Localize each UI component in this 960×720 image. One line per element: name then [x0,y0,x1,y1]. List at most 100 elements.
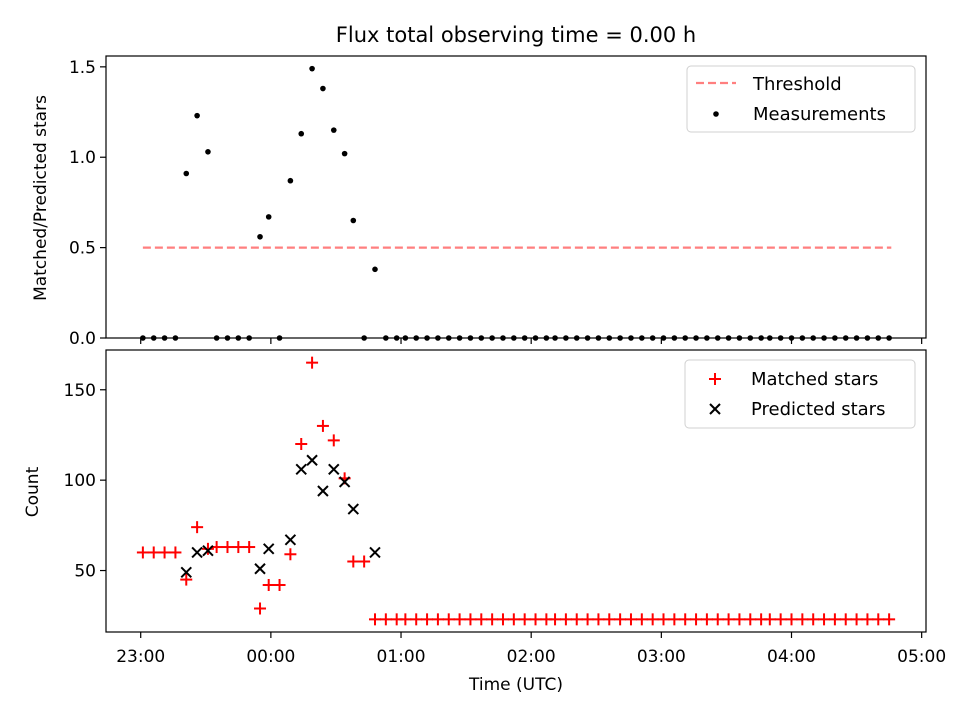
matched-stars-point [147,546,160,559]
matched-stars-point [442,613,455,626]
matched-stars-point [785,613,798,626]
predicted-stars-point [262,543,275,555]
predicted-stars-point [191,546,203,559]
matched-stars-point [262,579,275,591]
matched-stars-point [496,613,509,626]
matched-stars-point [763,613,776,626]
matched-stars-point [774,613,787,626]
x-axis: 23:00 00:00 01:00 02:00 03:00 04:00 05:00 [116,647,946,667]
matched-stars-point [861,613,874,626]
legend-measurements-label: Measurements [753,104,886,125]
measurement-point [287,177,294,184]
matched-stars-point [232,541,245,554]
matched-stars-point [358,555,371,568]
measurement-point [341,150,348,157]
predicted-stars-point [369,546,381,559]
matched-stars-point [603,613,616,626]
predicted-stars-point [306,454,318,466]
matched-stars-point [679,613,692,626]
matched-stars-point [273,579,286,591]
matched-stars-point [347,555,360,568]
matched-stars-point [883,613,896,626]
bottom-y-axis-label: Count [23,466,43,517]
figure-title: Flux total observing time = 0.00 h [336,23,696,47]
top-y-axis-label: Matched/Predicted stars [31,95,51,301]
matched-stars-point [668,613,681,626]
x-tick-label: 05:00 [897,647,946,667]
predicted-stars-point [180,566,192,579]
matched-stars-point [464,613,477,626]
matched-stars-point [635,613,648,626]
matched-stars-point [807,613,820,626]
predicted-stars-point [338,476,351,488]
x-tick-label: 04:00 [767,647,816,667]
predicted-stars-point [295,463,307,476]
top-axes-frame [105,55,927,339]
matched-stars-point [624,613,637,626]
predicted-stars-point [284,534,297,546]
y-tick-label: 150 [64,381,96,401]
matched-stars-point [581,613,594,626]
matched-stars-point [850,613,863,626]
matched-stars-point [486,613,499,626]
matched-stars-point [158,546,171,559]
matched-stars-point [136,546,149,559]
matched-stars-point [399,613,412,626]
matched-stars-point [379,613,392,626]
matched-stars-point [657,613,670,626]
matched-stars-point [744,613,757,626]
predicted-stars-point [317,485,329,497]
matched-stars-point [570,613,583,626]
legend-threshold-label: Threshold [752,74,842,95]
matched-stars-point [284,548,297,561]
matched-stars-point [316,419,329,432]
matched-stars-point [201,542,214,555]
bottom-legend-box [684,359,916,429]
top-legend-box [686,65,916,133]
measurement-point [350,217,357,224]
x-tick-label: 01:00 [377,647,426,667]
matched-stars-point [614,613,627,626]
matched-stars-point [690,613,703,626]
matched-stars-point [722,613,735,626]
matched-stars-point [368,613,381,626]
measurement-point [309,65,315,72]
matched-stars-point [507,613,520,626]
matched-stars-point [221,541,234,554]
y-tick-label: 1.0 [69,148,96,168]
matched-stars-point [818,613,831,626]
x-axis-label: Time (UTC) [468,675,563,695]
y-tick-label: 100 [64,471,96,491]
measurement-point [265,214,272,220]
measurement-point [372,266,378,273]
predicted-stars-point [254,563,266,575]
matched-stars-point [243,541,256,554]
legend-matched-swatch [709,373,721,385]
matched-stars-point [549,613,562,626]
matched-stars-point [796,613,809,626]
y-tick-label: 0.0 [69,329,96,349]
legend-predicted-swatch [709,403,721,415]
matched-stars-point [431,613,444,626]
top-panel: Matched/Predicted stars 0.0 0.5 1.0 1.5 Thr… [31,55,927,349]
measurement-point [257,233,263,240]
measurement-point [194,112,200,119]
bottom-panel: Count 50 100 150 Matched stars Predicted s… [23,349,927,638]
matched-stars-point [254,602,267,615]
matched-stars-point [592,613,605,626]
matched-stars-point [559,613,572,626]
measurement-point [205,149,211,155]
matched-stars-point [169,546,182,559]
matched-stars-point [700,613,713,626]
predicted-stars-point [202,544,214,557]
predicted-stars-point [347,503,360,515]
y-tick-label: 0.5 [69,239,96,259]
matched-stars-point [529,613,542,626]
predicted-stars-point [328,463,340,476]
measurement-point [320,85,326,92]
legend-predicted-label: Predicted stars [751,399,885,420]
x-tick-label: 03:00 [637,647,686,667]
measurement-point [330,127,337,133]
x-tick-label: 02:00 [507,647,556,667]
matched-stars-point [839,613,852,626]
